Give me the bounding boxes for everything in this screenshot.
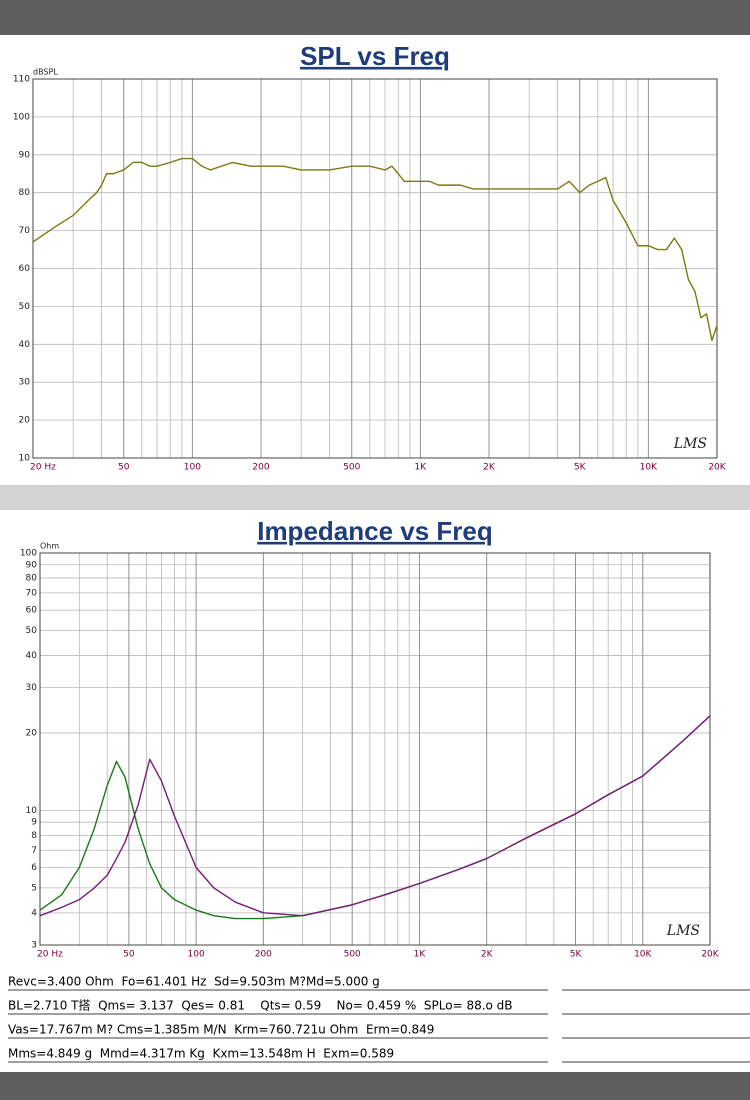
parameter-line: Vas=17.767m M? Cms=1.385m M/N Krm=760.72… [8, 1023, 434, 1037]
y-tick-label: 10 [26, 806, 38, 816]
y-tick-label: 5 [31, 883, 37, 893]
y-tick-label: 6 [31, 863, 37, 873]
series-line [39, 715, 711, 917]
x-tick-label: 20K [701, 950, 719, 960]
y-tick-label: 3 [31, 941, 37, 951]
x-tick-label: 2K [481, 950, 494, 960]
y-tick-label: 7 [31, 846, 37, 856]
y-tick-label: 30 [26, 683, 38, 693]
y-tick-label: 70 [26, 588, 38, 598]
x-tick-label: 50 [123, 950, 135, 960]
chart-title: Impedance vs Freq [257, 516, 493, 546]
y-tick-label: 20 [19, 416, 31, 426]
x-tick-label: 200 [255, 950, 272, 960]
watermark: LMS [673, 436, 707, 452]
x-tick-label: 20 Hz [30, 463, 56, 473]
y-tick-label: 40 [26, 651, 38, 661]
chart-title: SPL vs Freq [300, 41, 450, 71]
x-tick-label: 5K [574, 463, 587, 473]
x-tick-label: 2K [483, 463, 496, 473]
y-tick-label: 20 [26, 728, 38, 738]
y-tick-label: 100 [13, 112, 30, 122]
y-tick-label: 60 [19, 264, 31, 274]
parameter-line: BL=2.710 T搭 Qms= 3.137 Qes= 0.81 Qts= 0.… [8, 999, 513, 1013]
x-tick-label: 50 [118, 463, 130, 473]
plot-frame [39, 552, 711, 946]
x-tick-label: 5K [570, 950, 583, 960]
x-tick-label: 1K [414, 950, 427, 960]
x-tick-label: 100 [188, 950, 205, 960]
y-tick-label: 60 [26, 606, 38, 616]
y-tick-label: 80 [26, 573, 38, 583]
x-tick-label: 10K [634, 950, 652, 960]
plot-frame [32, 78, 718, 459]
y-tick-label: 80 [19, 188, 31, 198]
y-tick-label: 50 [26, 626, 38, 636]
separator [0, 485, 750, 510]
y-tick-label: 10 [19, 454, 31, 464]
watermark: LMS [666, 923, 700, 939]
x-tick-label: 10K [640, 463, 658, 473]
x-tick-label: 100 [184, 463, 201, 473]
y-tick-label: 8 [31, 831, 37, 841]
x-tick-label: 500 [344, 950, 361, 960]
y-tick-label: 90 [19, 150, 31, 160]
x-tick-label: 20K [708, 463, 726, 473]
parameter-line: Revc=3.400 Ohm Fo=61.401 Hz Sd=9.503m M?… [8, 975, 380, 989]
series-line [32, 157, 718, 342]
y-tick-label: 50 [19, 302, 31, 312]
y-tick-label: 90 [26, 560, 38, 570]
x-tick-label: 20 Hz [37, 950, 63, 960]
y-tick-label: 40 [19, 340, 31, 350]
y-tick-label: 70 [19, 226, 31, 236]
parameter-line: Mms=4.849 g Mmd=4.317m Kg Kxm=13.548m H … [8, 1047, 394, 1061]
y-tick-label: 110 [13, 75, 30, 85]
y-tick-label: 9 [31, 818, 37, 828]
y-tick-label: 30 [19, 378, 31, 388]
y-tick-label: 4 [31, 908, 37, 918]
x-tick-label: 500 [343, 463, 360, 473]
x-tick-label: 1K [415, 463, 428, 473]
y-tick-label: 100 [20, 549, 37, 559]
plot-area [40, 553, 710, 945]
x-tick-label: 200 [252, 463, 269, 473]
y-axis-label: dBSPL [33, 68, 58, 77]
y-axis-label: Ohm [40, 542, 59, 551]
